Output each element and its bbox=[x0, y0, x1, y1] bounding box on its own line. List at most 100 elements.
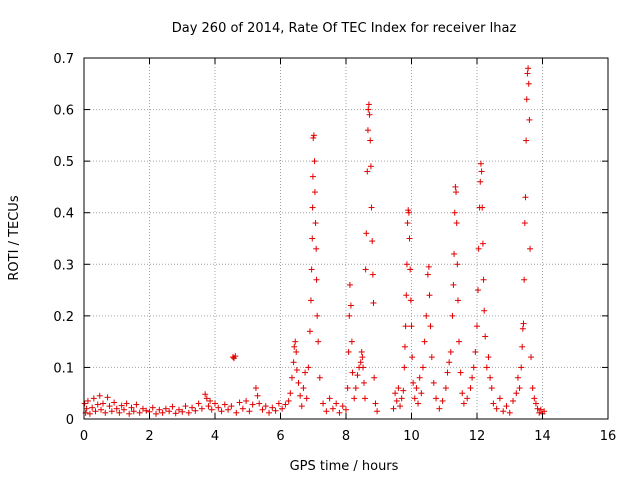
y-tick-label: 0.1 bbox=[53, 361, 74, 376]
data-point bbox=[474, 323, 480, 330]
data-point bbox=[455, 338, 462, 345]
data-point bbox=[439, 397, 446, 404]
data-point bbox=[402, 323, 409, 330]
data-point bbox=[460, 400, 467, 407]
data-point bbox=[84, 397, 91, 404]
data-point bbox=[425, 263, 432, 270]
data-point bbox=[405, 209, 412, 216]
data-point bbox=[90, 395, 97, 402]
data-point bbox=[203, 395, 210, 402]
data-point bbox=[311, 158, 318, 165]
data-point bbox=[94, 401, 101, 408]
data-point bbox=[290, 359, 297, 366]
data-point bbox=[282, 401, 289, 408]
data-point bbox=[490, 400, 497, 407]
x-tick-label: 14 bbox=[534, 429, 551, 444]
data-point bbox=[444, 369, 451, 376]
data-point bbox=[523, 96, 530, 103]
data-point bbox=[312, 220, 319, 227]
data-point bbox=[408, 323, 415, 330]
data-point bbox=[482, 333, 489, 340]
data-point bbox=[403, 261, 410, 268]
data-point bbox=[513, 390, 520, 397]
data-point bbox=[398, 395, 405, 402]
data-point bbox=[92, 408, 99, 415]
data-point bbox=[477, 178, 484, 185]
data-point bbox=[309, 235, 316, 242]
data-point bbox=[302, 369, 309, 376]
data-point bbox=[123, 400, 130, 407]
data-point bbox=[453, 189, 460, 196]
data-point bbox=[365, 106, 372, 113]
data-point bbox=[89, 404, 96, 411]
data-point bbox=[81, 400, 88, 407]
data-point bbox=[426, 292, 433, 299]
data-point bbox=[233, 409, 240, 416]
grid-lines bbox=[84, 58, 608, 419]
data-point bbox=[189, 404, 196, 411]
data-point bbox=[455, 297, 462, 304]
y-tick-label: 0 bbox=[66, 413, 74, 428]
data-point bbox=[522, 194, 529, 201]
data-point bbox=[407, 297, 414, 304]
data-point bbox=[410, 379, 417, 386]
data-point bbox=[514, 374, 521, 381]
data-point bbox=[401, 364, 408, 371]
data-point bbox=[215, 404, 222, 411]
data-point bbox=[86, 410, 93, 417]
data-point bbox=[118, 402, 125, 409]
data-point bbox=[360, 364, 367, 371]
data-point bbox=[409, 354, 416, 361]
data-point bbox=[326, 395, 333, 402]
data-point bbox=[520, 320, 527, 327]
data-point bbox=[362, 266, 369, 273]
data-point bbox=[481, 307, 488, 314]
data-point bbox=[406, 235, 413, 242]
data-point bbox=[469, 374, 476, 381]
data-point bbox=[536, 409, 543, 416]
data-point bbox=[525, 65, 532, 72]
data-point bbox=[308, 266, 315, 273]
y-axis-label: ROTI / TECUs bbox=[7, 195, 22, 280]
data-point bbox=[537, 406, 544, 413]
y-axis-ticks: 0 0.1 0.2 0.3 0.4 0.5 0.6 0.7 bbox=[53, 52, 608, 428]
data-point bbox=[459, 390, 466, 397]
data-point bbox=[83, 405, 90, 412]
y-tick-label: 0.5 bbox=[53, 155, 74, 170]
data-point bbox=[405, 207, 412, 214]
data-point bbox=[521, 276, 528, 283]
data-point bbox=[519, 343, 526, 350]
data-point bbox=[346, 312, 353, 319]
data-point bbox=[430, 379, 437, 386]
data-point bbox=[208, 406, 215, 413]
data-point bbox=[143, 407, 150, 414]
x-axis-label: GPS time / hours bbox=[290, 459, 399, 474]
data-point bbox=[526, 116, 533, 123]
chart-title: Day 260 of 2014, Rate Of TEC Index for r… bbox=[172, 21, 517, 36]
data-point bbox=[300, 385, 307, 392]
data-point bbox=[447, 348, 454, 355]
data-point bbox=[172, 410, 179, 417]
data-point bbox=[523, 137, 530, 144]
data-point bbox=[291, 343, 298, 350]
data-point bbox=[130, 408, 137, 415]
data-point bbox=[374, 408, 381, 415]
data-point bbox=[256, 400, 263, 407]
data-point bbox=[136, 409, 143, 416]
data-point bbox=[212, 400, 218, 407]
data-point bbox=[397, 403, 404, 410]
data-point bbox=[339, 403, 346, 410]
data-point bbox=[195, 400, 202, 407]
data-point bbox=[316, 374, 323, 381]
data-point bbox=[298, 403, 305, 410]
data-point bbox=[472, 348, 479, 355]
data-point bbox=[309, 204, 316, 211]
data-point bbox=[404, 220, 411, 227]
data-point bbox=[525, 80, 532, 87]
data-point bbox=[246, 408, 253, 415]
data-point bbox=[454, 261, 461, 268]
data-point bbox=[467, 385, 474, 392]
data-point bbox=[297, 392, 304, 399]
y-tick-label: 0.2 bbox=[53, 310, 74, 325]
x-tick-label: 4 bbox=[211, 429, 219, 444]
